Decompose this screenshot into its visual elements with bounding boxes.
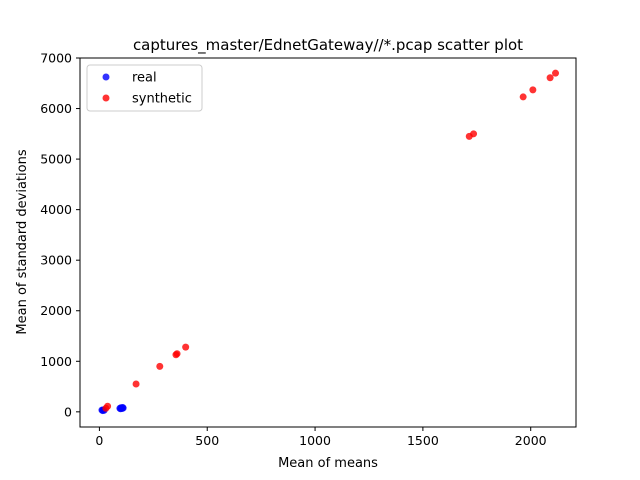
y-axis: 0 1000 2000 3000 4000 5000 6000 7000 (40, 51, 80, 419)
legend-marker-synthetic (102, 94, 110, 102)
legend-box (86, 64, 203, 112)
legend: real synthetic (86, 64, 203, 112)
data-point-synthetic (470, 130, 478, 138)
legend-marker-real (102, 73, 110, 81)
x-tick-label: 1000 (299, 433, 331, 448)
data-point-synthetic (182, 343, 190, 351)
y-axis-label: Mean of standard deviations (15, 149, 30, 334)
x-tick-label: 500 (195, 433, 219, 448)
x-tick-label: 1500 (407, 433, 439, 448)
y-tick-label: 0 (64, 404, 72, 419)
y-tick-label: 7000 (40, 51, 72, 66)
data-point-synthetic (132, 380, 140, 388)
x-tick-label: 2000 (515, 433, 547, 448)
data-point-synthetic (104, 402, 112, 410)
y-tick-label: 4000 (40, 202, 72, 217)
data-point-synthetic (519, 93, 527, 101)
x-axis: 0 500 1000 1500 2000 (95, 427, 547, 448)
y-tick-label: 2000 (40, 303, 72, 318)
y-tick-label: 6000 (40, 101, 72, 116)
chart-title: captures_master/EdnetGateway//*.pcap sca… (133, 36, 523, 55)
x-axis-label: Mean of means (278, 456, 378, 471)
y-tick-label: 3000 (40, 253, 72, 268)
data-point-synthetic (529, 86, 537, 94)
plot-area (98, 69, 560, 415)
data-point-synthetic (156, 362, 164, 370)
data-point-real (119, 404, 127, 412)
x-tick-label: 0 (95, 433, 103, 448)
y-tick-label: 5000 (40, 152, 72, 167)
data-point-synthetic (552, 69, 560, 77)
legend-label-synthetic: synthetic (132, 92, 192, 107)
legend-label-real: real (132, 71, 157, 86)
axes-frame (79, 57, 577, 428)
y-tick-label: 1000 (40, 354, 72, 369)
data-point-synthetic (546, 74, 554, 82)
data-point-synthetic (173, 350, 181, 358)
